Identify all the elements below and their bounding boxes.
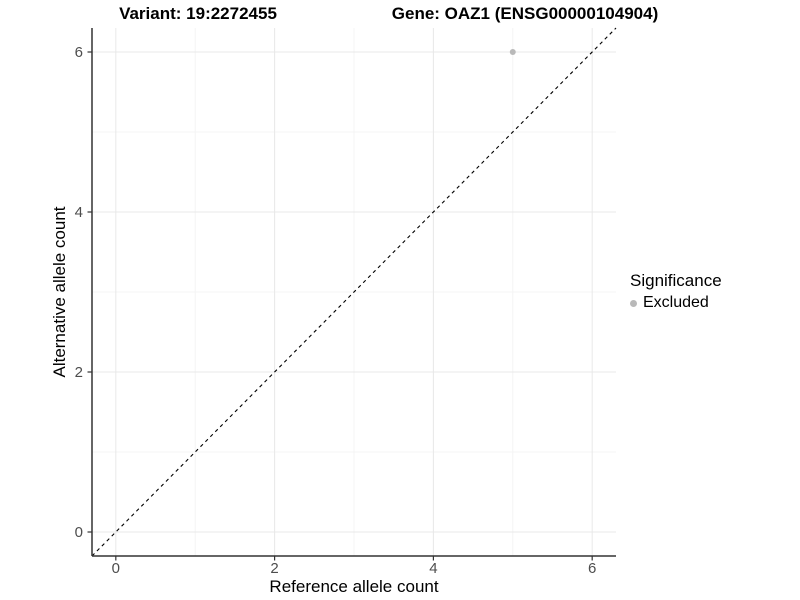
y-tick-label: 2 [75,364,83,381]
gene-title: Gene: OAZ1 (ENSG00000104904) [391,4,659,23]
legend-title: Significance [630,271,722,290]
variant-title: Variant: 19:2272455 [119,4,277,23]
x-tick-label: 2 [270,560,278,577]
legend: Significance Excluded [630,271,722,312]
excluded-point-icon [630,299,637,307]
x-tick-label: 0 [112,560,120,577]
data-point [509,49,516,55]
identity-reference-line [91,27,617,557]
x-tick-label: 4 [429,560,437,577]
legend-item-excluded: Excluded [630,294,722,312]
y-tick-label: 0 [75,524,83,541]
y-tick-label: 6 [75,44,83,61]
x-tick-label: 6 [588,560,596,577]
x-axis-title: Reference allele count [269,577,439,596]
y-tick-label: 4 [75,204,83,221]
legend-item-label: Excluded [643,294,709,311]
y-axis-title: Alternative allele count [50,206,69,378]
